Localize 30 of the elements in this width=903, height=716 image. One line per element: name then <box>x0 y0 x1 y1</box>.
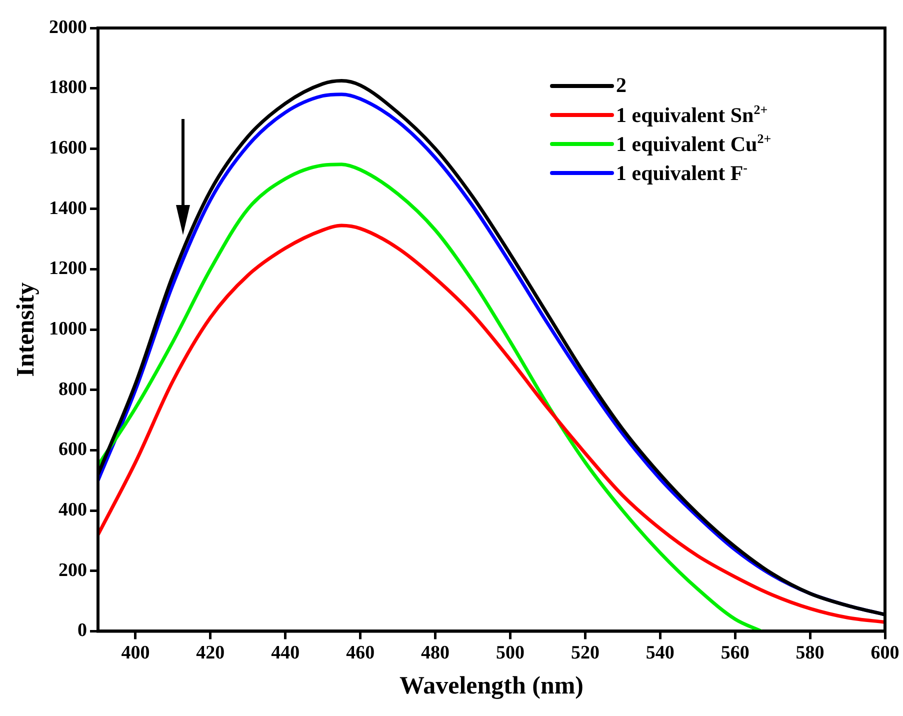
y-tick-label: 1200 <box>49 258 87 280</box>
y-tick-label: 1600 <box>49 138 87 159</box>
x-tick-label: 520 <box>570 642 600 664</box>
y-tick-label: 800 <box>58 378 87 400</box>
x-tick-label: 600 <box>870 642 900 664</box>
y-tick-label: 1000 <box>49 318 87 340</box>
line-series <box>98 162 764 632</box>
y-tick-label: 200 <box>58 560 87 581</box>
legend-label: 1 equivalent Sn$^{2+}$ <box>616 102 768 128</box>
legend-label: 1 equivalent Cu$^{2+}$ <box>616 130 772 156</box>
y-tick-label: 1800 <box>49 77 87 98</box>
x-tick-label: 460 <box>346 642 375 664</box>
x-tick-label: 580 <box>796 642 824 664</box>
y-tick-label: 1400 <box>49 198 87 219</box>
x-tick-label: 560 <box>720 642 750 664</box>
legend-label: 1 equivalent F$^{-}$ <box>616 160 748 186</box>
x-tick-label: 440 <box>271 642 300 664</box>
y-axis-title: Intensity <box>12 282 40 377</box>
x-tick-label: 540 <box>646 642 674 664</box>
legend-label: 2 <box>616 73 626 98</box>
y-tick-label: 400 <box>58 499 87 520</box>
line-series <box>98 224 885 624</box>
y-tick-label: 600 <box>58 439 87 460</box>
x-tick-label: 400 <box>121 642 150 664</box>
x-tick-label: 500 <box>496 642 524 664</box>
y-tick-label: 0 <box>78 620 87 642</box>
x-tick-label: 480 <box>421 642 450 664</box>
x-axis-title: Wavelength (nm) <box>399 672 584 700</box>
x-tick-label: 420 <box>196 642 225 664</box>
y-tick-label: 2000 <box>49 16 87 38</box>
